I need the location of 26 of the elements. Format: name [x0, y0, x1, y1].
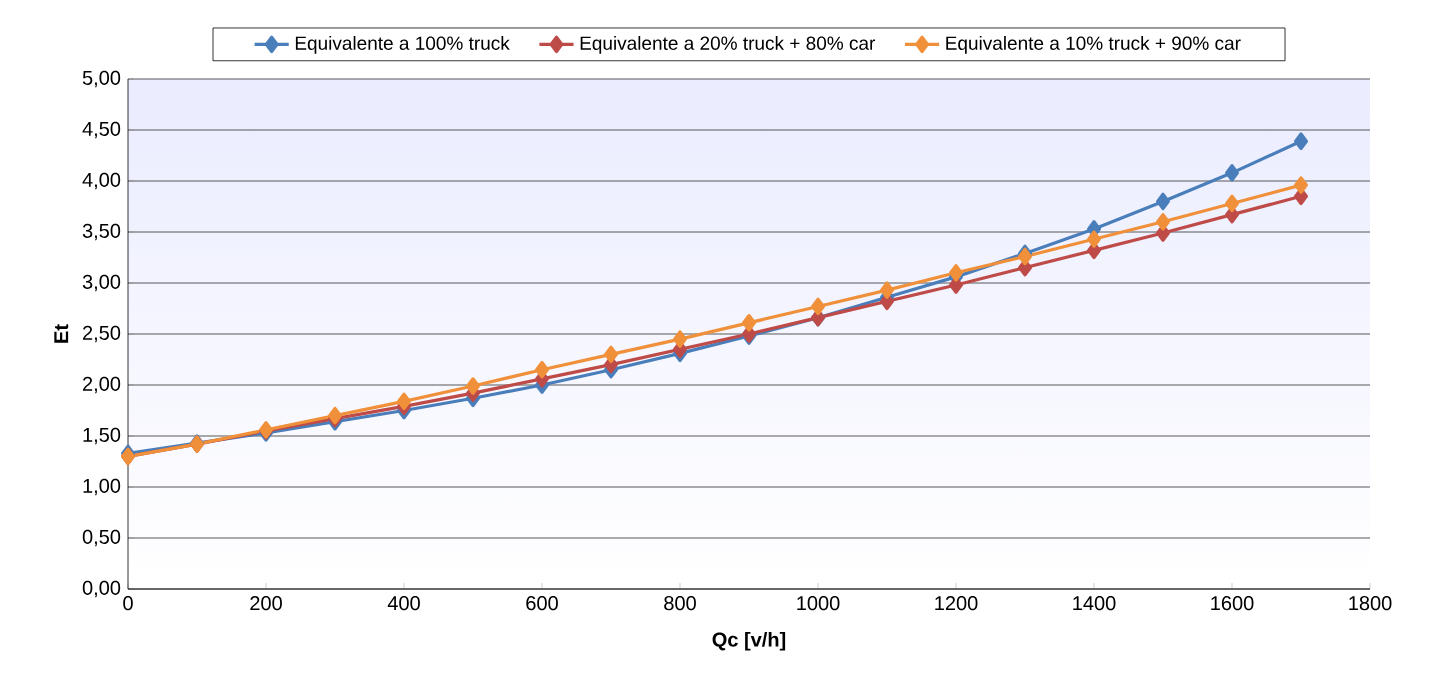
x-axis-title: Qc [v/h] [712, 631, 786, 651]
y-tick-label: 5,00 [82, 70, 121, 88]
y-axis-title: Et [54, 324, 69, 343]
x-tick-label: 0 [123, 596, 133, 611]
x-tick-label: 1200 [935, 596, 978, 611]
x-tick-label: 1600 [1211, 596, 1254, 611]
legend-label: Equivalente a 100% truck [295, 35, 510, 54]
y-tick-label: 0,50 [82, 529, 121, 547]
y-tick-label: 4,50 [82, 121, 121, 139]
x-tick-label: 600 [526, 596, 558, 611]
x-tick-label: 400 [387, 596, 420, 611]
y-tick-label: 2,00 [83, 376, 121, 394]
y-tick-label: 4,00 [82, 172, 121, 190]
y-tick-label: 1,00 [83, 478, 121, 496]
x-tick-label: 200 [250, 596, 282, 611]
x-tick-label: 800 [664, 596, 696, 611]
x-tick-label: 1800 [1349, 596, 1392, 611]
legend-label: Equivalente a 20% truck + 80% car [580, 35, 876, 54]
y-tick-label: 3,50 [82, 223, 121, 241]
y-tick-label: 3,00 [82, 274, 121, 292]
x-tick-label: 1400 [1073, 596, 1116, 611]
x-tick-label: 1000 [797, 596, 840, 611]
legend-label: Equivalente a 10% truck + 90% car [946, 35, 1241, 54]
y-tick-label: 0,00 [82, 580, 121, 598]
y-tick-label: 1,50 [83, 427, 121, 445]
y-tick-label: 2,50 [83, 325, 121, 343]
